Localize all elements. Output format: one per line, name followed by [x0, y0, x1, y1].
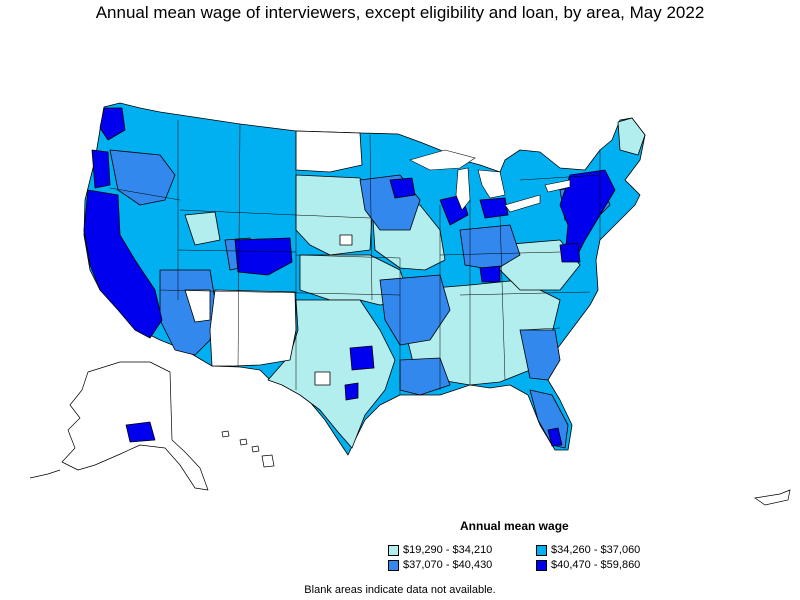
aleutian-islands — [29, 469, 61, 479]
legend-swatch-range-2 — [536, 544, 547, 556]
legend-swatch-range-4 — [536, 559, 547, 571]
hawaii-big-island — [261, 454, 275, 468]
region-texas-south-high — [344, 382, 359, 401]
region-oregon-coast-high — [91, 149, 111, 189]
lake-michigan — [455, 167, 471, 211]
legend-item-range-2: $34,260 - $37,060 — [536, 544, 716, 556]
lake-huron — [477, 169, 506, 199]
region-tennessee-high — [479, 265, 501, 283]
great-lakes — [409, 149, 571, 213]
puerto-rico-shape — [754, 489, 791, 506]
legend-label-range-3: $37,070 - $40,430 — [403, 559, 493, 571]
footnote-text: Blank areas indicate data not available. — [304, 584, 496, 596]
region-texas-high — [349, 345, 375, 371]
legend-label-range-2: $34,260 - $37,060 — [551, 544, 641, 556]
legend-label-range-4: $40,470 - $59,860 — [551, 559, 641, 571]
region-texas-low — [267, 299, 396, 449]
region-maine-low — [617, 117, 646, 156]
lake-ontario — [544, 179, 571, 193]
region-texas-blank — [314, 371, 331, 386]
contiguous-us — [83, 102, 646, 456]
region-southeast-mid — [519, 329, 561, 381]
legend-label-range-1: $19,290 - $34,210 — [403, 544, 493, 556]
region-minnesota-high — [389, 177, 416, 199]
region-northwest-mid — [109, 149, 176, 206]
region-northeast-high — [559, 169, 616, 261]
region-nm-blank — [209, 289, 297, 367]
region-ohio-valley-mid — [459, 224, 521, 271]
region-nebraska-blank — [339, 234, 353, 246]
hawaii-island-3 — [251, 445, 260, 453]
hawaii-island-2 — [239, 438, 248, 446]
region-nevada-blank — [184, 289, 211, 323]
footnote: Blank areas indicate data not available. — [0, 584, 800, 596]
legend-item-range-4: $40,470 - $59,860 — [536, 559, 716, 571]
puerto-rico — [754, 489, 791, 506]
legend-swatch-range-3 — [388, 559, 399, 571]
region-idaho-low — [184, 211, 221, 246]
legend: $19,290 - $34,210 $34,260 - $37,060 $37,… — [388, 544, 718, 571]
hawaii-island-1 — [221, 430, 230, 438]
region-florida-south-high — [547, 427, 563, 447]
lake-erie — [504, 194, 541, 213]
alaska-high-area — [125, 421, 156, 443]
hawaii — [221, 430, 275, 468]
legend-item-range-3: $37,070 - $40,430 — [388, 559, 536, 571]
region-washington-high — [99, 107, 126, 141]
region-michigan-high — [479, 197, 509, 219]
region-florida-mid — [529, 389, 569, 449]
legend-item-range-1: $19,290 - $34,210 — [388, 544, 536, 556]
region-colorado-high — [234, 237, 293, 276]
region-dakota-blank — [295, 130, 363, 173]
legend-title: Annual mean wage — [460, 519, 569, 533]
legend-swatch-range-1 — [388, 544, 399, 556]
lake-superior — [409, 149, 476, 171]
alaska — [29, 361, 209, 491]
region-dc-high — [559, 242, 581, 263]
region-california-high — [83, 189, 163, 339]
map-title: Annual mean wage of interviewers, except… — [95, 3, 705, 22]
